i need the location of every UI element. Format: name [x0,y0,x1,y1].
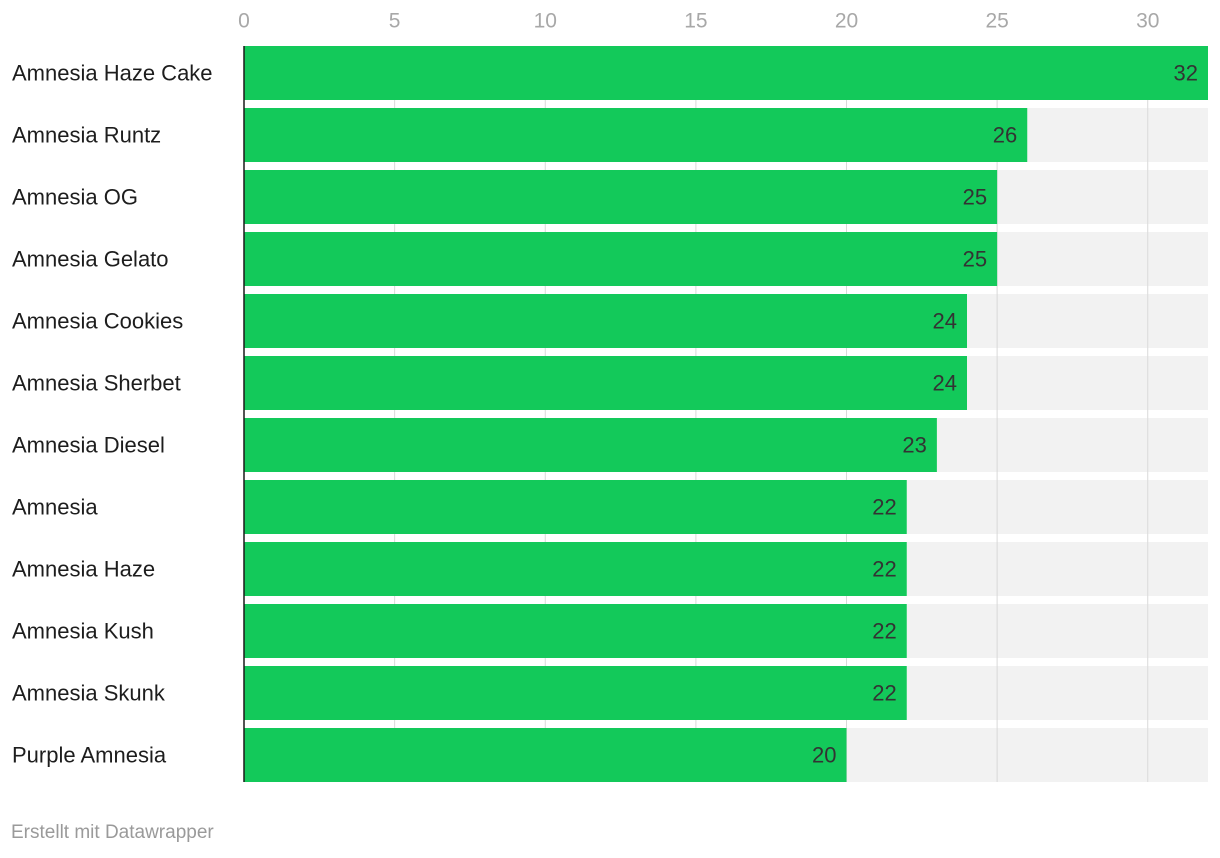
value-label: 26 [993,123,1017,148]
category-label: Purple Amnesia [12,743,167,768]
bar [244,666,907,720]
bar [244,356,967,410]
bar [244,170,998,224]
bar [244,480,907,534]
bar [244,418,937,472]
bar [244,46,1208,100]
value-label: 32 [1174,61,1198,86]
x-tick-label: 10 [534,10,557,33]
value-label: 25 [963,247,987,272]
category-label: Amnesia Cookies [12,309,183,334]
bar [244,232,998,286]
value-label: 22 [872,495,896,520]
value-label: 22 [872,557,896,582]
bar [244,294,967,348]
bars [244,46,1208,782]
value-label: 22 [872,619,896,644]
bar [244,542,907,596]
x-tick-label: 20 [835,10,858,33]
category-label: Amnesia Haze [12,557,155,582]
category-label: Amnesia Skunk [12,681,166,706]
category-label: Amnesia [12,495,98,520]
bar [244,108,1028,162]
credit-text: Erstellt mit Datawrapper [11,822,214,843]
category-label: Amnesia Haze Cake [12,61,213,86]
value-label: 22 [872,681,896,706]
value-label: 20 [812,743,836,768]
category-label: Amnesia Runtz [12,123,161,148]
bar-chart: 0 5 10 15 20 25 30 Amnesia Haze Cake Amnesia Ru… [12,10,1208,782]
x-axis-ticks: 0 5 10 15 20 25 30 [238,10,1159,33]
category-labels: Amnesia Haze Cake Amnesia Runtz Amnesia OG… [12,61,213,768]
category-label: Amnesia Diesel [12,433,165,458]
category-label: Amnesia Sherbet [12,371,181,396]
gridlines [394,46,1149,782]
category-label: Amnesia OG [12,185,138,210]
x-tick-label: 25 [985,10,1008,33]
x-tick-label: 15 [684,10,707,33]
x-tick-label: 0 [238,10,250,33]
value-label: 23 [902,433,926,458]
value-label: 24 [933,371,957,396]
bar [244,604,907,658]
bar [244,728,847,782]
category-label: Amnesia Kush [12,619,154,644]
x-tick-label: 30 [1136,10,1159,33]
value-label: 24 [933,309,957,334]
value-label: 25 [963,185,987,210]
x-tick-label: 5 [389,10,401,33]
value-labels: 32 26 25 25 24 24 23 22 22 22 22 20 [812,61,1198,768]
category-label: Amnesia Gelato [12,247,169,272]
